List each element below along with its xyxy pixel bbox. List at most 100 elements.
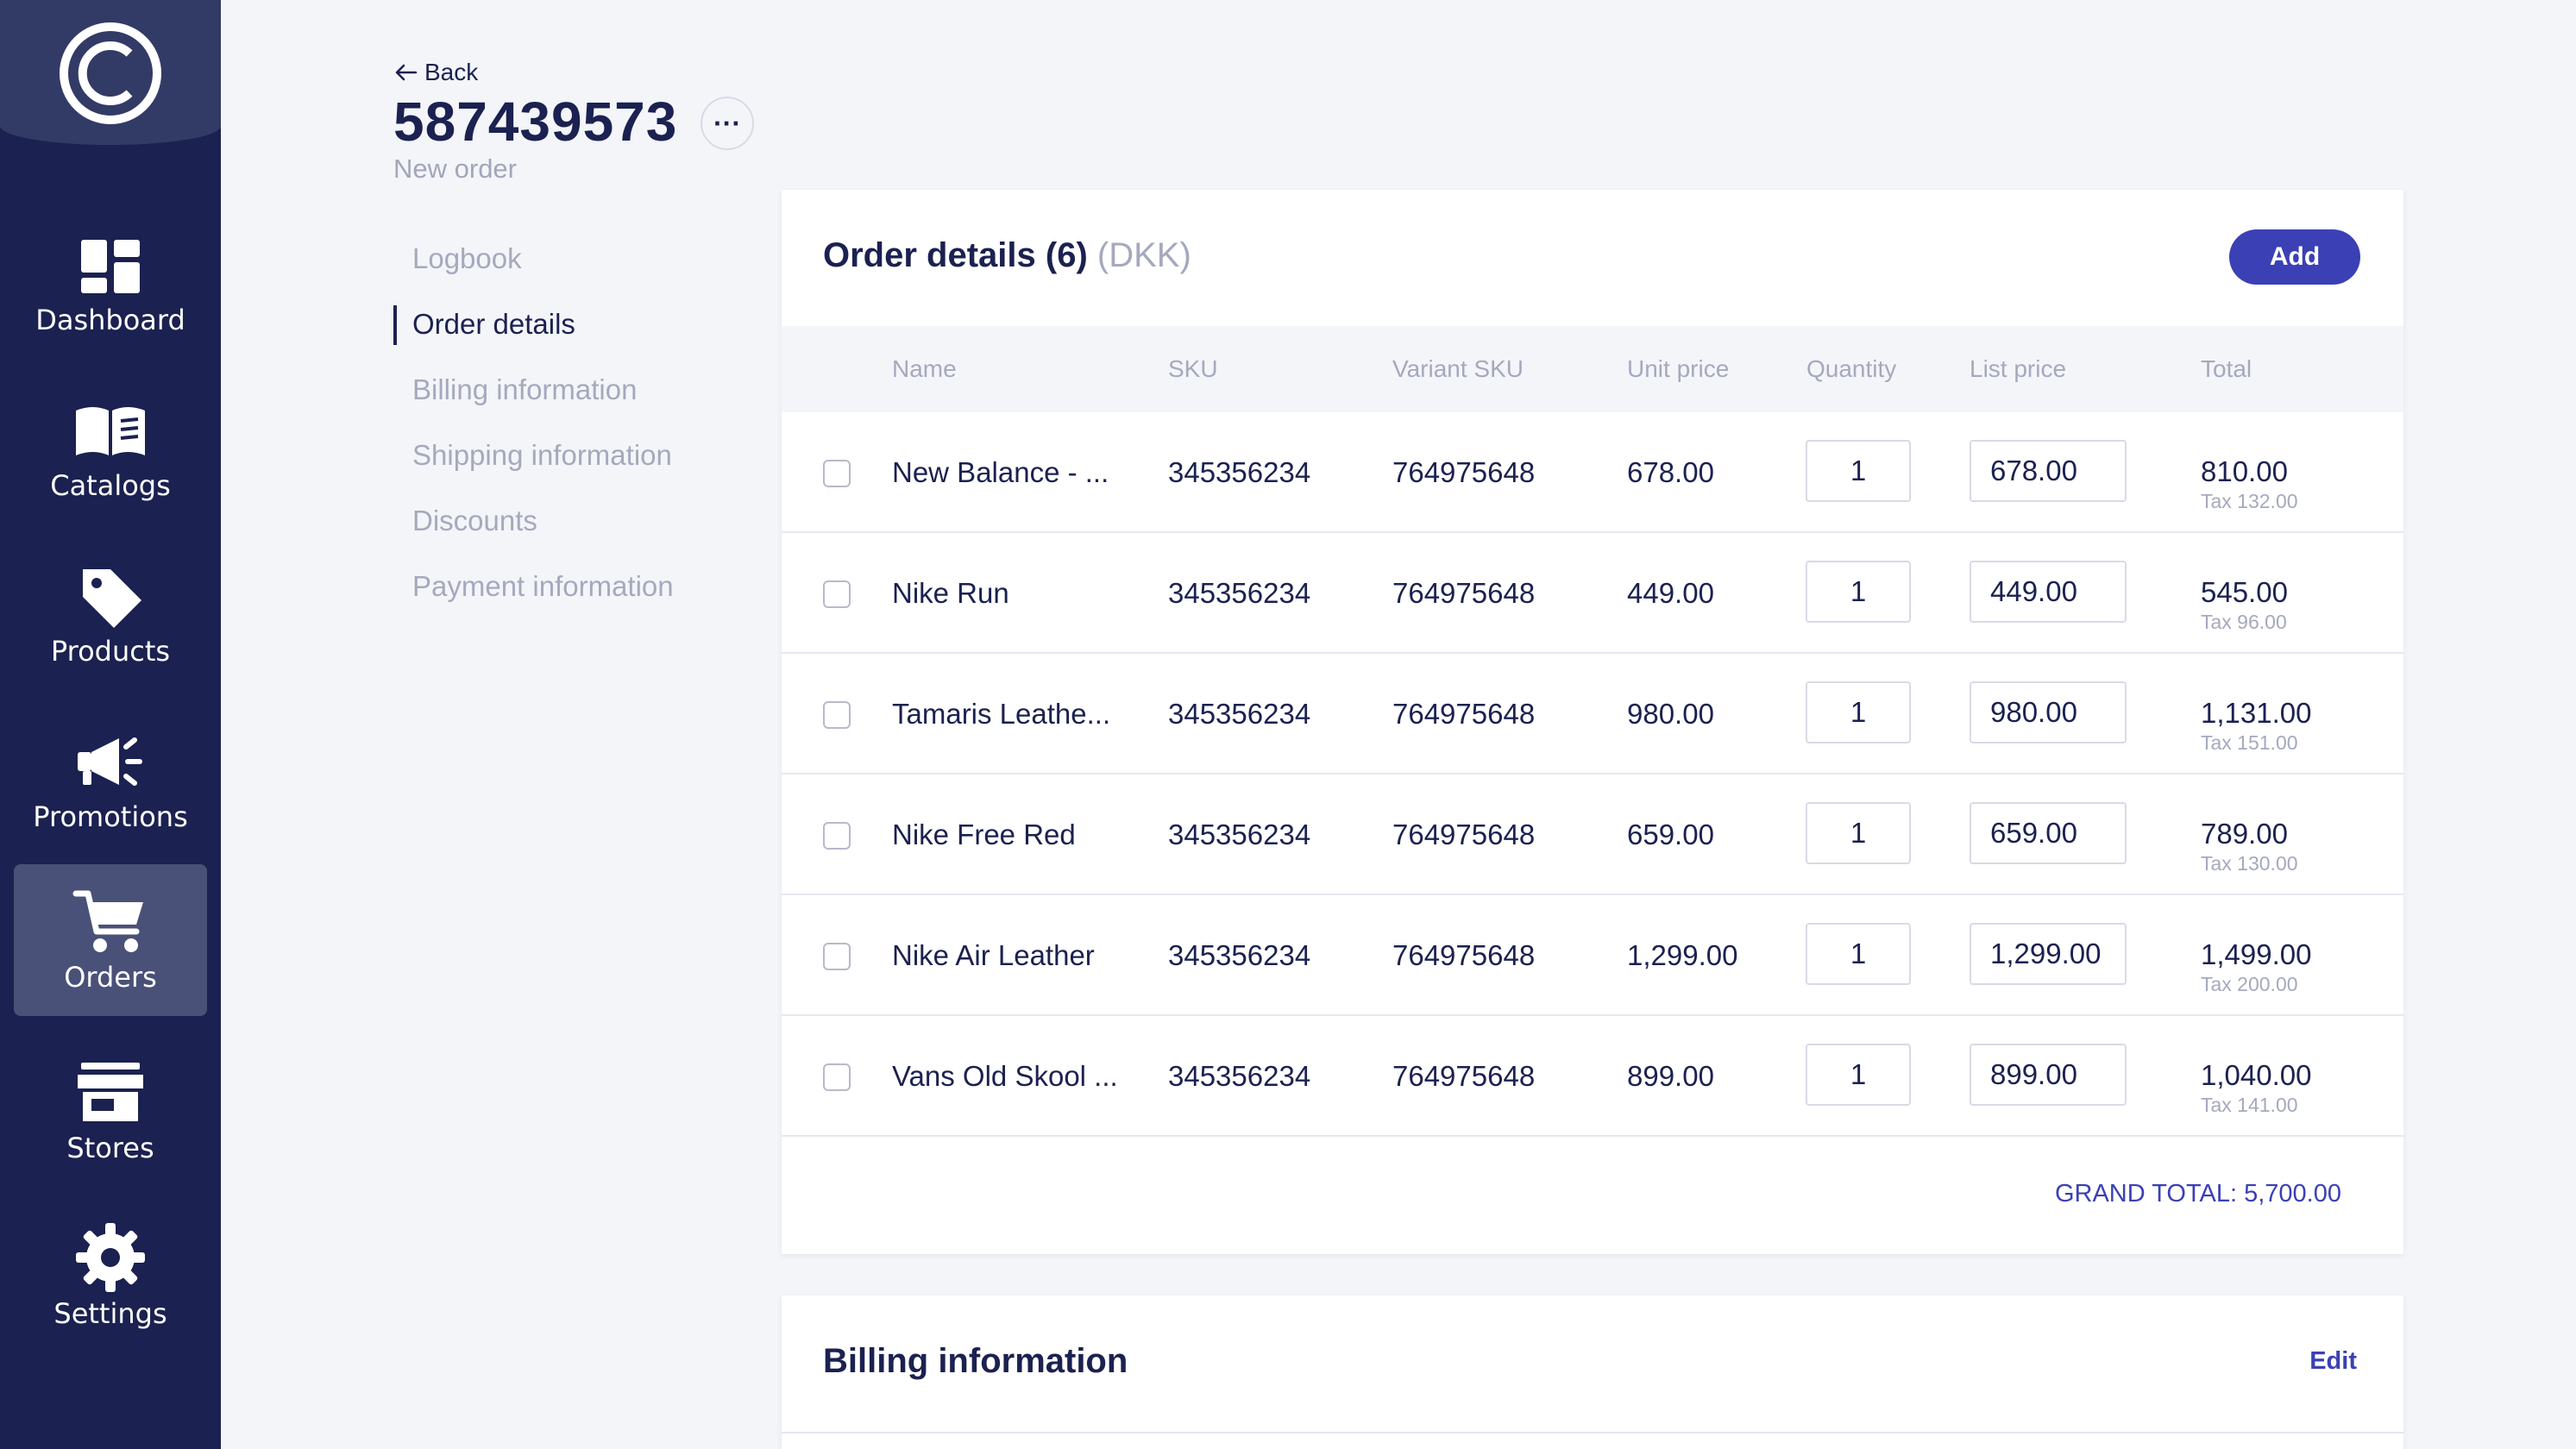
cell-tax: Tax 151.00: [2201, 731, 2298, 754]
cell-unit-price: 899.00: [1627, 1060, 1714, 1092]
tag-icon: [83, 569, 141, 628]
cell-variant-sku: 764975648: [1392, 577, 1536, 609]
column-header-sku[interactable]: SKU: [1168, 355, 1218, 382]
cell-variant-sku: 764975648: [1392, 939, 1536, 971]
sidebar-item-promotions[interactable]: Promotions: [14, 704, 207, 856]
list-price-input[interactable]: [1970, 923, 2127, 985]
section-nav-discounts[interactable]: Discounts: [412, 505, 537, 536]
list-price-input[interactable]: [1970, 561, 2127, 623]
row-checkbox[interactable]: [823, 701, 851, 729]
cell-variant-sku: 764975648: [1392, 456, 1536, 488]
cell-name: Nike Air Leather: [892, 939, 1095, 971]
column-header-quantity[interactable]: Quantity: [1806, 355, 1897, 382]
table-row: Nike Run 345356234 764975648 449.00 545.…: [782, 533, 2403, 654]
cell-name: Nike Free Red: [892, 819, 1076, 850]
row-checkbox[interactable]: [823, 943, 851, 970]
cell-unit-price: 1,299.00: [1627, 939, 1738, 971]
column-header-name[interactable]: Name: [892, 355, 957, 382]
order-details-title: Order details (6) (DKK): [823, 236, 1191, 275]
column-header-unit-price[interactable]: Unit price: [1627, 355, 1730, 382]
list-price-input[interactable]: [1970, 802, 2127, 864]
sidebar-item-orders[interactable]: Orders: [14, 864, 207, 1016]
sidebar: Dashboard Catalogs Products Promotions: [0, 0, 221, 1449]
list-price-input[interactable]: [1970, 681, 2127, 743]
order-status-subtitle: New order: [393, 154, 517, 184]
back-link[interactable]: Back: [393, 55, 478, 90]
cell-sku: 345356234: [1168, 577, 1311, 609]
cell-unit-price: 659.00: [1627, 819, 1714, 850]
cell-total: 1,040.00: [2201, 1059, 2312, 1091]
cell-sku: 345356234: [1168, 698, 1311, 730]
table-row: Tamaris Leathe... 345356234 764975648 98…: [782, 654, 2403, 775]
section-nav-billing-information[interactable]: Billing information: [412, 373, 638, 405]
list-price-input[interactable]: [1970, 1044, 2127, 1106]
sidebar-item-label: Promotions: [33, 800, 188, 833]
sidebar-item-stores[interactable]: Stores: [14, 1035, 207, 1187]
cell-total: 1,499.00: [2201, 938, 2312, 970]
cell-unit-price: 980.00: [1627, 698, 1714, 730]
divider: [782, 1432, 2403, 1433]
cell-total: 1,131.00: [2201, 697, 2312, 729]
more-options-button[interactable]: ···: [701, 97, 754, 150]
quantity-input[interactable]: [1806, 802, 1911, 864]
table-row: Nike Free Red 345356234 764975648 659.00…: [782, 775, 2403, 895]
cell-variant-sku: 764975648: [1392, 698, 1536, 730]
list-price-input[interactable]: [1970, 440, 2127, 502]
sidebar-item-label: Products: [50, 635, 171, 668]
sidebar-item-settings[interactable]: Settings: [14, 1201, 207, 1352]
cart-icon: [72, 890, 143, 952]
quantity-input[interactable]: [1806, 923, 1911, 985]
cell-sku: 345356234: [1168, 1060, 1311, 1092]
order-details-card: Order details (6) (DKK) Add Name SKU Var…: [782, 190, 2403, 1254]
column-header-list-price[interactable]: List price: [1970, 355, 2067, 382]
cell-tax: Tax 130.00: [2201, 852, 2298, 875]
cell-tax: Tax 132.00: [2201, 490, 2298, 512]
quantity-input[interactable]: [1806, 681, 1911, 743]
quantity-input[interactable]: [1806, 440, 1911, 502]
column-header-variant-sku[interactable]: Variant SKU: [1392, 355, 1524, 382]
sidebar-item-products[interactable]: Products: [14, 538, 207, 690]
sidebar-item-label: Catalogs: [50, 469, 171, 502]
section-nav-payment-information[interactable]: Payment information: [412, 570, 674, 602]
sidebar-item-label: Dashboard: [35, 304, 185, 336]
row-checkbox[interactable]: [823, 1063, 851, 1091]
row-checkbox[interactable]: [823, 822, 851, 850]
logo-area: [0, 0, 221, 145]
currency-label: (DKK): [1096, 236, 1191, 274]
brand-logo-icon[interactable]: [55, 22, 166, 124]
page-title: 587439573: [393, 91, 678, 153]
quantity-input[interactable]: [1806, 561, 1911, 623]
add-button[interactable]: Add: [2229, 229, 2360, 285]
section-nav-order-details[interactable]: Order details: [393, 292, 738, 357]
cell-variant-sku: 764975648: [1392, 819, 1536, 850]
cell-tax: Tax 141.00: [2201, 1094, 2298, 1116]
table-header: Name SKU Variant SKU Unit price Quantity…: [782, 326, 2403, 412]
book-icon: [76, 407, 145, 455]
column-header-total[interactable]: Total: [2201, 355, 2252, 382]
section-nav: Logbook Order details Billing informatio…: [393, 226, 738, 619]
section-nav-shipping-information[interactable]: Shipping information: [412, 439, 672, 471]
sidebar-item-dashboard[interactable]: Dashboard: [14, 207, 207, 359]
cell-name: New Balance - ...: [892, 456, 1109, 488]
order-details-heading: Order details (6): [823, 236, 1088, 274]
cell-sku: 345356234: [1168, 456, 1311, 488]
table-row: Nike Air Leather 345356234 764975648 1,2…: [782, 895, 2403, 1016]
sidebar-item-label: Stores: [66, 1132, 154, 1164]
dashboard-icon: [81, 240, 140, 293]
back-label: Back: [424, 59, 479, 85]
quantity-input[interactable]: [1806, 1044, 1911, 1106]
row-checkbox[interactable]: [823, 460, 851, 487]
sidebar-item-catalogs[interactable]: Catalogs: [14, 373, 207, 524]
cell-name: Vans Old Skool ...: [892, 1060, 1118, 1092]
store-icon: [78, 1063, 143, 1121]
megaphone-icon: [78, 737, 142, 786]
cell-sku: 345356234: [1168, 939, 1311, 971]
row-checkbox[interactable]: [823, 580, 851, 608]
sidebar-item-label: Orders: [64, 961, 157, 994]
section-nav-logbook[interactable]: Logbook: [412, 242, 522, 274]
table-row: New Balance - ... 345356234 764975648 67…: [782, 412, 2403, 533]
edit-billing-button[interactable]: Edit: [2309, 1347, 2357, 1375]
arrow-left-icon: [395, 64, 418, 81]
cell-name: Tamaris Leathe...: [892, 698, 1111, 730]
billing-information-card: Billing information Edit: [782, 1295, 2403, 1449]
